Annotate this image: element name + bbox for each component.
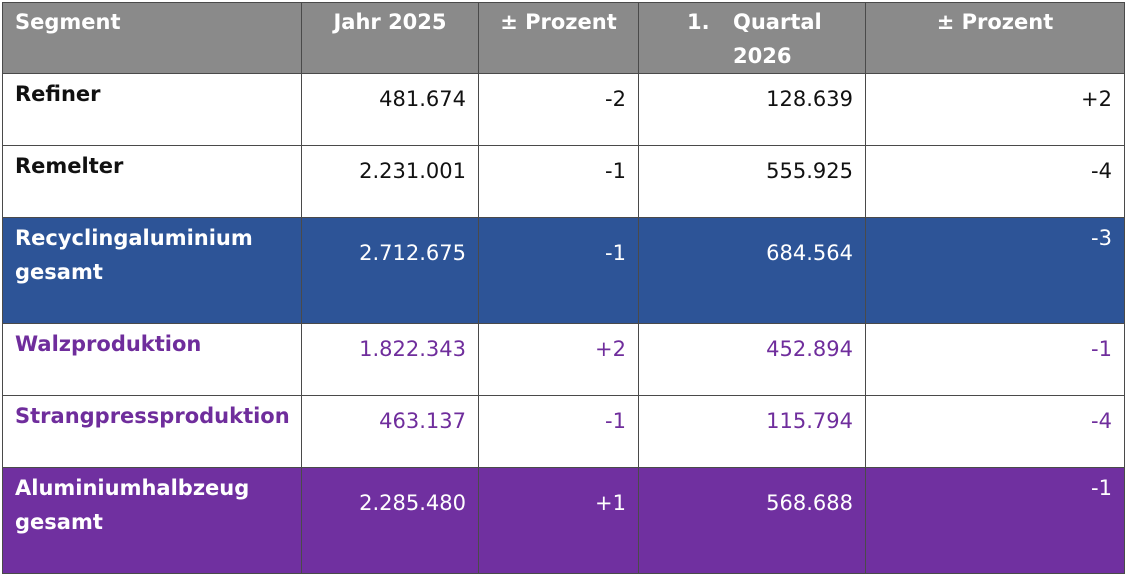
jahr-cell: 2.712.675 (301, 217, 479, 324)
prozent1-cell: -1 (478, 145, 639, 218)
header-quartal-2026: 1. Quartal 2026 (638, 2, 866, 74)
segment-cell: Refiner (2, 73, 302, 146)
prozent2-cell: -1 (865, 467, 1125, 574)
prozent1-cell: +2 (478, 323, 639, 396)
prozent1-cell: -1 (478, 217, 639, 324)
prozent2-cell: -4 (865, 145, 1125, 218)
prozent1-cell: +1 (478, 467, 639, 574)
table-row-halbzeug-total: Aluminiumhalbzeug gesamt 2.285.480 +1 56… (2, 467, 1125, 574)
table-row-recycling-total: Recyclingaluminium gesamt 2.712.675 -1 6… (2, 217, 1125, 324)
quartal-cell: 684.564 (638, 217, 866, 324)
prozent2-cell: -4 (865, 395, 1125, 468)
header-quartal-number: 1. (687, 10, 710, 34)
segment-cell: Strangpressproduktion (2, 395, 302, 468)
quartal-cell: 452.894 (638, 323, 866, 396)
table-row-strangpressproduktion: Strangpressproduktion 463.137 -1 115.794… (2, 395, 1125, 468)
jahr-cell: 1.822.343 (301, 323, 479, 396)
header-quartal-year: 2026 (733, 44, 792, 68)
jahr-cell: 481.674 (301, 73, 479, 146)
header-row: Segment Jahr 2025 ± Prozent 1. Quartal 20… (2, 2, 1125, 74)
table-row-walzproduktion: Walzproduktion 1.822.343 +2 452.894 -1 (2, 323, 1125, 396)
header-quartal-word: Quartal (733, 10, 822, 34)
jahr-cell: 2.231.001 (301, 145, 479, 218)
prozent1-cell: -1 (478, 395, 639, 468)
segment-cell: Walzproduktion (2, 323, 302, 396)
jahr-cell: 2.285.480 (301, 467, 479, 574)
header-segment: Segment (2, 2, 302, 74)
header-prozent-2: ± Prozent (865, 2, 1125, 74)
segment-cell: Aluminiumhalbzeug gesamt (2, 467, 302, 574)
header-prozent-1: ± Prozent (478, 2, 639, 74)
quartal-cell: 568.688 (638, 467, 866, 574)
prozent2-cell: -3 (865, 217, 1125, 324)
quartal-cell: 555.925 (638, 145, 866, 218)
table-row-refiner: Refiner 481.674 -2 128.639 +2 (2, 73, 1125, 146)
prozent2-cell: +2 (865, 73, 1125, 146)
prozent1-cell: -2 (478, 73, 639, 146)
prozent2-cell: -1 (865, 323, 1125, 396)
header-jahr-2025: Jahr 2025 (301, 2, 479, 74)
segment-cell: Recyclingaluminium gesamt (2, 217, 302, 324)
jahr-cell: 463.137 (301, 395, 479, 468)
quartal-cell: 115.794 (638, 395, 866, 468)
quartal-cell: 128.639 (638, 73, 866, 146)
table-row-remelter: Remelter 2.231.001 -1 555.925 -4 (2, 145, 1125, 218)
segment-cell: Remelter (2, 145, 302, 218)
